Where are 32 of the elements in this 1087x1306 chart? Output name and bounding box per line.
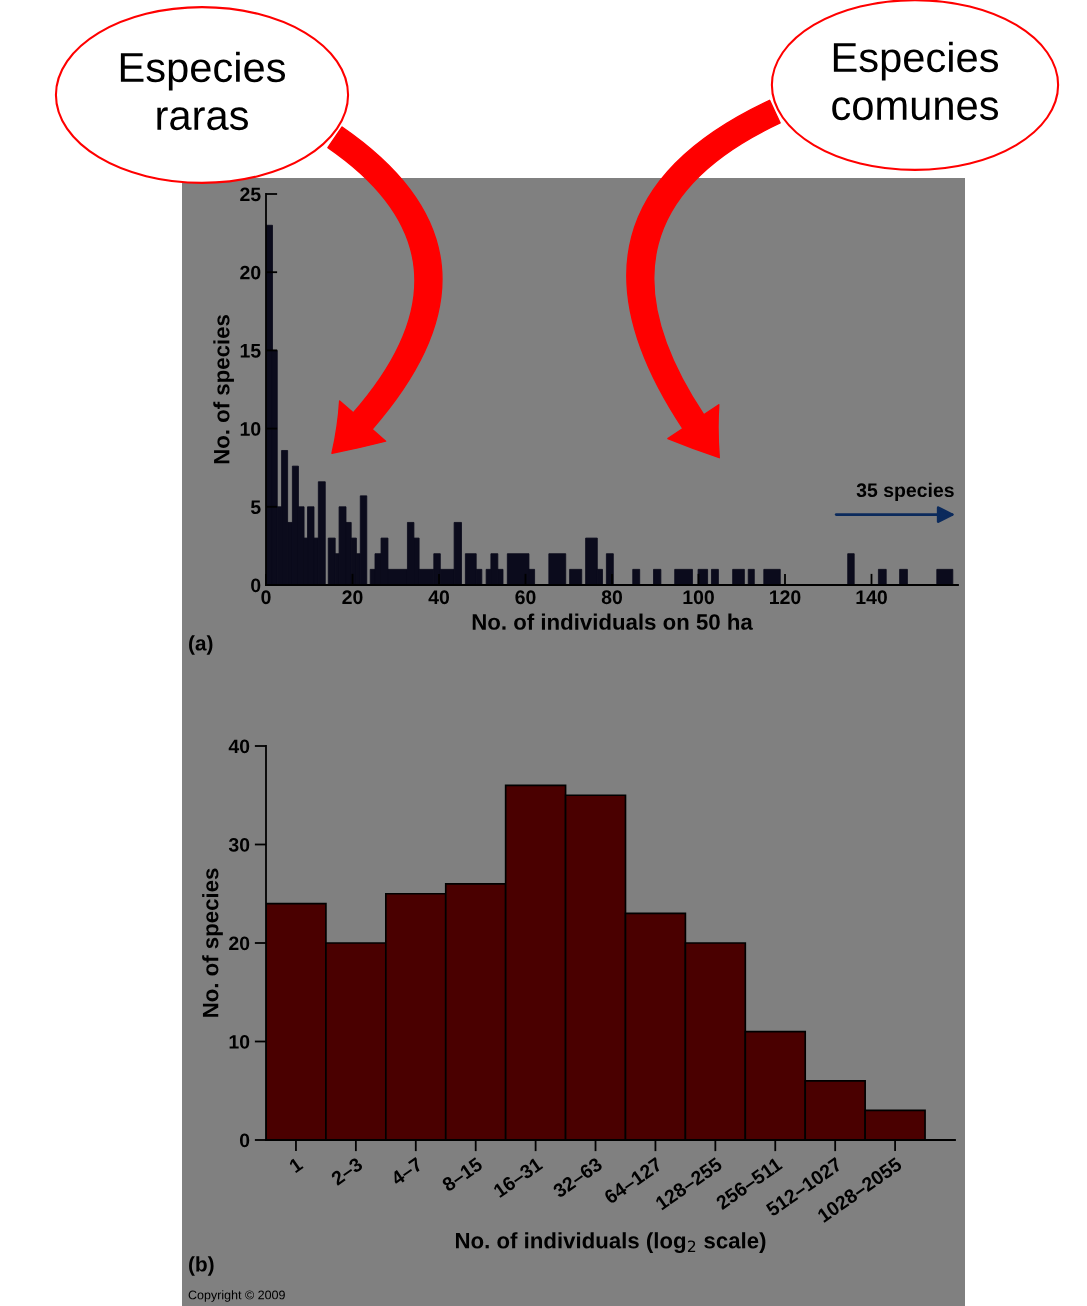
annotation: 35 species (856, 482, 954, 501)
x-tick-label: 120 (770, 590, 801, 605)
x-axis-title: No. of individuals on 50 ha (472, 613, 753, 630)
x-tick-label: 4–7 (389, 1157, 424, 1186)
y-tick-label: 30 (228, 837, 250, 852)
y-tick-label: 10 (240, 422, 261, 436)
x-tick-label: 60 (515, 590, 536, 605)
x-tick-label: 140 (856, 590, 887, 605)
x-axis-title: No. of individuals (log$_{2}$ scale) (455, 1232, 766, 1254)
y-tick-label: 5 (250, 500, 261, 515)
x-tick-label: 80 (601, 590, 623, 605)
y-tick-label: 15 (240, 344, 261, 358)
text: (b) (189, 1256, 214, 1276)
y-axis-title: No. of species (213, 315, 234, 464)
text: Especies raras (120, 51, 286, 131)
y-tick-label: 20 (229, 936, 250, 951)
text: (a) (189, 635, 213, 655)
x-tick-label: 2–3 (330, 1156, 364, 1186)
text: Copyright © 2009 (188, 1290, 285, 1302)
y-tick-label: 10 (229, 1034, 250, 1049)
y-tick-label: 20 (240, 265, 261, 280)
x-tick-label: 20 (342, 590, 363, 605)
y-tick-label: 0 (239, 1133, 250, 1148)
y-axis-title: No. of species (202, 868, 223, 1017)
text: Especies comunes (832, 41, 999, 121)
x-tick-label: 0 (261, 590, 271, 605)
x-tick-label: 40 (428, 590, 450, 605)
x-tick-label: 1 (288, 1156, 304, 1174)
x-tick-label: 100 (683, 590, 714, 605)
y-tick-label: 25 (240, 187, 261, 202)
y-tick-label: 0 (251, 578, 261, 593)
y-tick-label: 40 (228, 739, 250, 754)
